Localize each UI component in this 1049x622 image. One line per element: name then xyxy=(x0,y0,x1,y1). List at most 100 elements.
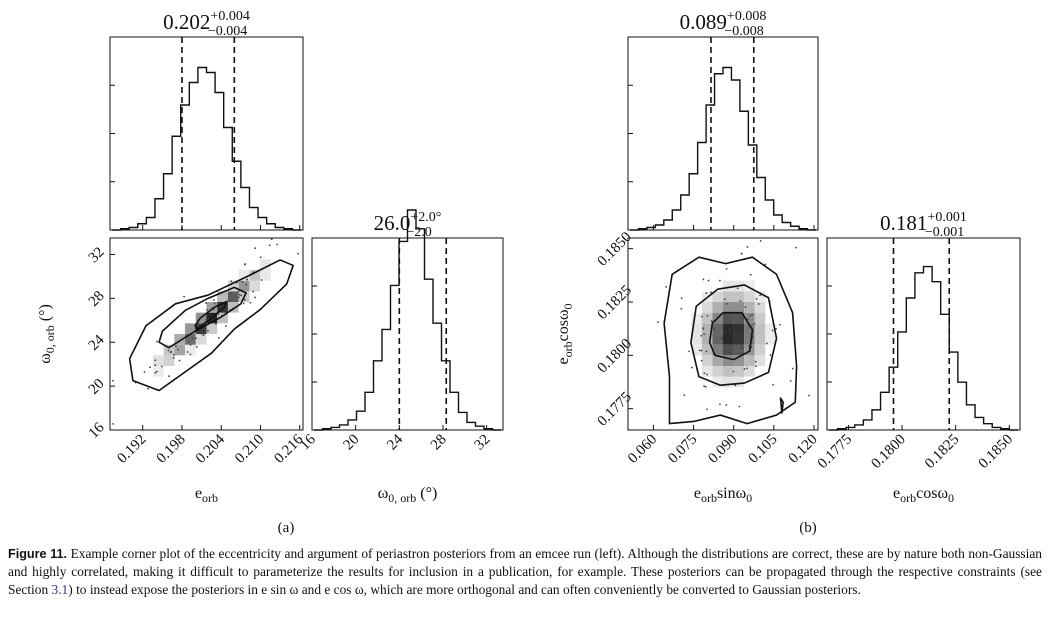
sample-point xyxy=(698,349,701,352)
sample-point xyxy=(237,290,240,293)
sample-point xyxy=(249,301,252,304)
contour-line xyxy=(663,256,798,425)
hist2d-cell xyxy=(701,302,713,313)
sample-point xyxy=(243,298,246,301)
sample-point xyxy=(738,405,741,408)
hist2d-cell xyxy=(195,334,207,345)
sample-point xyxy=(217,336,220,339)
sample-point xyxy=(167,349,170,352)
y-tick-label: 16 xyxy=(86,419,108,441)
sample-point xyxy=(665,285,667,288)
sample-point xyxy=(688,350,691,353)
x-tick-label: 24 xyxy=(384,431,406,453)
hist2d-cell xyxy=(744,302,755,313)
hist2d-cell xyxy=(733,312,745,324)
hist2d-cell xyxy=(174,334,186,345)
sample-point xyxy=(754,360,757,363)
contour-line xyxy=(158,286,247,349)
sample-point xyxy=(705,350,708,353)
sample-point xyxy=(704,385,707,388)
sample-point xyxy=(173,354,175,356)
hist2d-cell xyxy=(754,291,766,302)
sample-point xyxy=(746,367,748,370)
sample-point xyxy=(189,344,192,346)
hist-frame xyxy=(627,36,819,231)
y-tick-label: 20 xyxy=(86,376,108,398)
sample-point xyxy=(725,404,728,406)
sample-point xyxy=(789,380,792,382)
y-tick-label: 0.1825 xyxy=(594,282,634,322)
hist2d-cell xyxy=(163,355,175,366)
sample-point xyxy=(739,300,742,302)
sample-point xyxy=(707,279,710,282)
hist2d-cell xyxy=(723,280,734,292)
sample-point xyxy=(154,364,157,367)
hist2d-cell xyxy=(227,291,239,302)
hist2d-cell xyxy=(744,312,755,324)
y-tick-label: 0.1800 xyxy=(594,336,634,376)
hist2d-cell xyxy=(701,355,713,366)
sample-point xyxy=(244,263,246,265)
hist2d-cell xyxy=(765,334,776,345)
hist2d-cell xyxy=(744,334,755,345)
sample-point xyxy=(755,297,758,300)
hist2d-cell xyxy=(744,355,755,366)
sample-point xyxy=(706,373,708,376)
sample-point xyxy=(147,387,150,390)
marginal-hist-1 xyxy=(109,36,304,231)
sample-point xyxy=(143,371,146,373)
hist2d-cell xyxy=(744,291,755,302)
sample-point xyxy=(680,297,683,300)
sample-point xyxy=(754,365,757,368)
hist2d-cell xyxy=(712,344,723,356)
x-tick-label: 20 xyxy=(341,432,363,454)
sample-point xyxy=(254,296,256,299)
sample-point xyxy=(227,299,230,302)
sample-point xyxy=(195,337,197,340)
sample-point xyxy=(172,357,175,359)
hist2d-cell xyxy=(754,302,766,313)
hist2d-cell xyxy=(733,334,745,345)
sample-point xyxy=(779,323,781,326)
hist2d-cell xyxy=(733,344,745,356)
sample-point xyxy=(183,295,185,298)
sample-point xyxy=(729,328,732,331)
sample-point xyxy=(759,294,762,297)
sample-point xyxy=(710,291,712,294)
sample-point xyxy=(205,318,208,321)
x-tick-label: 0.1825 xyxy=(922,432,962,472)
hist2d-cell xyxy=(227,302,239,313)
hist2d-cell xyxy=(723,376,734,388)
hist2d-cell xyxy=(723,312,734,324)
caption-section-link[interactable]: 3.1 xyxy=(51,582,69,597)
x-tick-label: 0.090 xyxy=(705,432,740,467)
sample-point xyxy=(156,340,158,343)
sample-point xyxy=(230,280,233,283)
x-tick-label: 0.1800 xyxy=(868,432,908,472)
sample-point xyxy=(178,359,181,362)
sample-point xyxy=(241,280,244,283)
hist2d-cell xyxy=(152,366,164,377)
hist2d-cell xyxy=(712,376,723,388)
sample-point xyxy=(746,245,749,248)
hist-step xyxy=(112,66,301,231)
x-tick-label: 32 xyxy=(472,432,494,454)
caption-text-before: Example corner plot of the eccentricity … xyxy=(8,546,1042,597)
sample-point xyxy=(112,423,114,425)
sample-point xyxy=(215,323,217,325)
marginal-hist-1 xyxy=(627,36,819,231)
sample-point xyxy=(791,367,794,370)
sample-point xyxy=(807,394,810,397)
hist2d-cell xyxy=(238,280,250,292)
sample-point xyxy=(230,292,233,295)
hist2d-cell xyxy=(174,344,186,356)
sample-point xyxy=(683,394,686,397)
hist2d-cell xyxy=(206,323,218,334)
y-tick-label: 28 xyxy=(86,288,108,310)
hist2d-cell xyxy=(744,323,755,334)
sample-point xyxy=(206,309,208,311)
sample-point xyxy=(700,349,703,352)
hist2d-cell xyxy=(754,312,766,324)
hist2d-cell xyxy=(754,323,766,334)
